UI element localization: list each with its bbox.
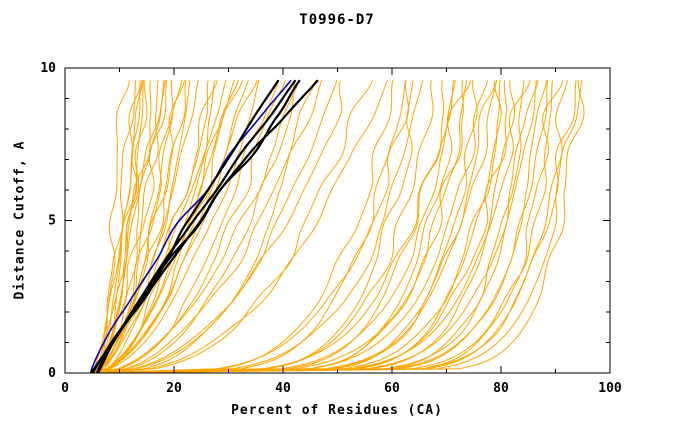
model-curves	[96, 80, 468, 373]
model-curves	[98, 80, 501, 373]
highlighted-model-curves	[95, 79, 319, 373]
model-curves	[93, 80, 456, 373]
model-curves	[96, 80, 537, 373]
model-curves	[93, 80, 373, 373]
model-curves	[98, 80, 300, 373]
model-curves	[98, 80, 516, 373]
model-curves	[91, 80, 338, 373]
x-tick-label: 60	[384, 381, 400, 396]
model-curves	[92, 80, 507, 373]
model-curves	[98, 80, 414, 373]
model-curves	[96, 80, 165, 373]
model-curves	[96, 80, 553, 373]
model-curves	[92, 80, 227, 373]
x-tick-label: 100	[598, 381, 622, 396]
model-curves	[98, 80, 239, 373]
model-curves	[96, 80, 488, 373]
model-curves	[97, 80, 498, 373]
model-curves	[92, 80, 583, 373]
model-curves	[92, 80, 249, 373]
model-curves	[97, 80, 191, 373]
model-curves	[92, 80, 564, 373]
model-curves	[90, 80, 424, 373]
model-curves	[91, 80, 410, 373]
model-curves	[92, 80, 531, 373]
model-curves	[90, 80, 244, 373]
model-curves	[90, 80, 568, 373]
model-curves	[98, 80, 323, 373]
chart-title: T0996-D7	[299, 12, 375, 28]
model-curves	[96, 80, 141, 373]
model-curves	[91, 80, 218, 373]
model-curves	[97, 80, 525, 373]
model-curves	[91, 80, 296, 373]
model-curves	[98, 80, 548, 373]
model-curves	[93, 80, 445, 373]
model-curves	[91, 80, 168, 373]
model-curves	[90, 80, 148, 373]
model-curves	[93, 80, 394, 373]
model-curves	[96, 80, 472, 373]
model-curves	[93, 80, 130, 373]
model-curves	[97, 80, 388, 373]
highlighted-model-curves	[90, 79, 280, 373]
model-curves	[93, 80, 280, 373]
model-curves	[91, 80, 166, 373]
reference-curve	[89, 79, 292, 373]
x-tick-label: 20	[166, 381, 182, 396]
model-curves	[98, 80, 585, 373]
y-tick-label: 10	[40, 61, 56, 76]
model-curves	[99, 80, 407, 373]
x-tick-label: 80	[493, 381, 509, 396]
model-curves	[93, 80, 464, 373]
x-tick-label: 0	[61, 381, 69, 396]
x-axis-label: Percent of Residues (CA)	[231, 403, 443, 418]
model-curves	[92, 80, 502, 373]
y-tick-label: 5	[48, 214, 56, 229]
y-tick-label: 0	[48, 366, 56, 381]
model-curves	[96, 80, 343, 373]
model-curves	[96, 80, 434, 373]
model-curves	[99, 80, 577, 373]
x-tick-label: 40	[275, 381, 291, 396]
